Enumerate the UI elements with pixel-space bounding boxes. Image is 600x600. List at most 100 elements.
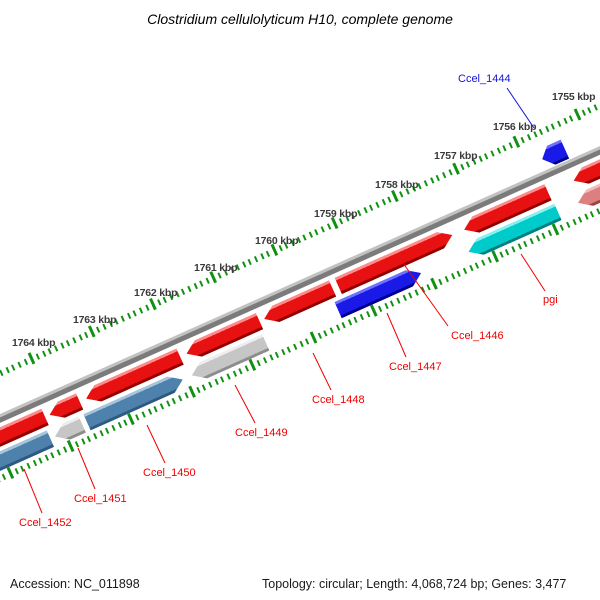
minor-tick [562,117,568,124]
minor-tick [547,229,552,236]
minor-tick [569,114,574,121]
minor-tick [368,204,374,211]
minor-tick [214,378,219,385]
gene-label-ccel_1450[interactable]: Ccel_1450 [143,467,196,479]
scale-label-1764: 1764 kbp [12,337,56,349]
minor-tick [538,128,544,135]
minor-tick [232,370,237,377]
minor-tick [65,339,71,346]
minor-tick [381,198,386,205]
major-tick [88,325,96,338]
minor-tick [511,245,516,252]
minor-tick [80,437,86,445]
minor-tick [468,264,474,271]
minor-tick [535,234,540,242]
minor-tick [0,369,4,376]
major-tick [369,304,378,317]
gene-label-ccel_1447[interactable]: Ccel_1447 [389,361,442,373]
minor-tick [490,149,495,157]
minor-tick [171,397,176,404]
minor-tick [253,255,259,262]
minor-tick [302,233,307,241]
minor-tick [226,372,231,380]
minor-tick [499,251,504,258]
minor-tick [581,109,586,116]
gene-label-ccel_1448[interactable]: Ccel_1448 [312,394,365,406]
minor-tick [320,225,325,233]
minor-tick [583,213,589,220]
minor-tick [544,125,550,132]
minor-tick [577,215,583,223]
minor-tick [183,391,189,399]
minor-tick [420,286,425,293]
minor-tick [523,240,528,247]
minor-tick [280,348,286,355]
minor-tick [74,440,79,447]
minor-tick [292,343,298,350]
minor-tick [98,429,104,437]
minor-tick [32,459,37,466]
page-title: Clostridium cellulolyticum H10, complete… [147,11,453,27]
major-tick [551,223,560,236]
minor-tick [559,224,564,231]
minor-tick [177,394,183,401]
gene-label-ccel_1452[interactable]: Ccel_1452 [19,517,72,529]
minor-tick [505,248,510,255]
scale-label-1763: 1763 kbp [73,314,117,326]
footer-accession: Accession: NC_011898 [10,577,140,591]
minor-tick [444,275,449,282]
minor-tick [314,228,319,235]
minor-tick [317,332,322,339]
minor-tick [596,207,600,215]
minor-tick [590,210,595,217]
minor-tick [323,329,328,336]
minor-tick [141,410,146,418]
minor-tick [502,144,507,151]
gene-label-ccel_1444[interactable]: Ccel_1444 [458,73,511,85]
minor-tick [117,421,122,428]
gene-label-ccel_1451[interactable]: Ccel_1451 [74,493,127,505]
major-tick [27,352,36,365]
scale-label-1760: 1760 kbp [255,235,299,247]
scale-label-1762: 1762 kbp [134,287,178,299]
major-tick [573,108,581,121]
minor-tick [1,473,7,480]
minor-tick [359,313,364,320]
minor-tick [478,155,483,162]
minor-tick [5,366,10,373]
major-tick [430,277,439,290]
minor-tick [17,361,22,368]
minor-tick [365,310,370,317]
minor-tick [208,381,213,388]
minor-tick [274,351,280,358]
scale-label-1759: 1759 kbp [314,208,358,220]
minor-tick [362,206,368,214]
minor-tick [123,418,128,426]
minor-tick [341,321,346,328]
minor-tick [484,152,489,159]
minor-tick [35,353,40,360]
minor-tick [450,272,455,280]
major-tick [66,439,75,453]
minor-tick [389,299,395,307]
minor-tick [480,259,486,266]
minor-tick [120,315,125,322]
minor-tick [396,297,401,304]
minor-tick [92,432,98,439]
gene-label-ccel_1449[interactable]: Ccel_1449 [235,427,288,439]
minor-tick [526,133,531,140]
minor-tick [238,367,243,374]
minor-tick [77,334,83,341]
scale-label-1755: 1755 kbp [552,91,596,103]
minor-tick [126,312,131,319]
major-tick [451,162,460,175]
gene-label-pgi[interactable]: pgi [543,294,558,306]
minor-tick [377,305,383,312]
minor-tick [23,358,28,365]
gene-label-ccel_1446[interactable]: Ccel_1446 [451,330,504,342]
minor-tick [326,223,331,230]
scale-label-1761: 1761 kbp [194,262,238,274]
minor-tick [308,231,313,238]
scale-label-1757: 1757 kbp [434,150,478,162]
minor-tick [529,237,534,244]
